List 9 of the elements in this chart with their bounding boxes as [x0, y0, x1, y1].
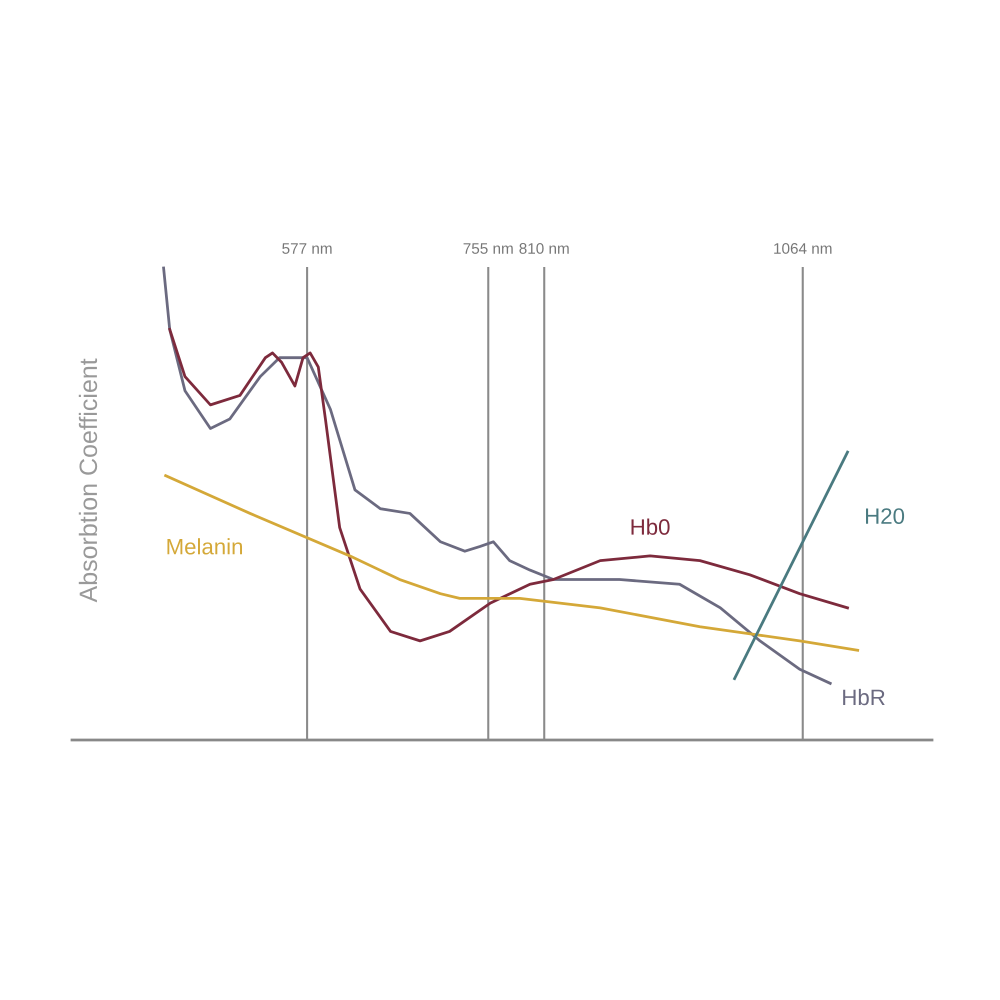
x-tick-label: 577 nm	[282, 243, 332, 254]
x-tick-label: 810 nm	[519, 243, 569, 254]
series-label: H20	[866, 508, 904, 524]
x-tick-label: 1064 nm	[774, 243, 832, 254]
series-label: HbR	[843, 688, 885, 706]
series-label: Melanin	[167, 538, 242, 555]
y-axis-title: Absorbtion Coefficient	[78, 358, 98, 602]
series-label: Hb0	[632, 518, 670, 535]
x-tick-label: 755 nm	[464, 243, 513, 254]
